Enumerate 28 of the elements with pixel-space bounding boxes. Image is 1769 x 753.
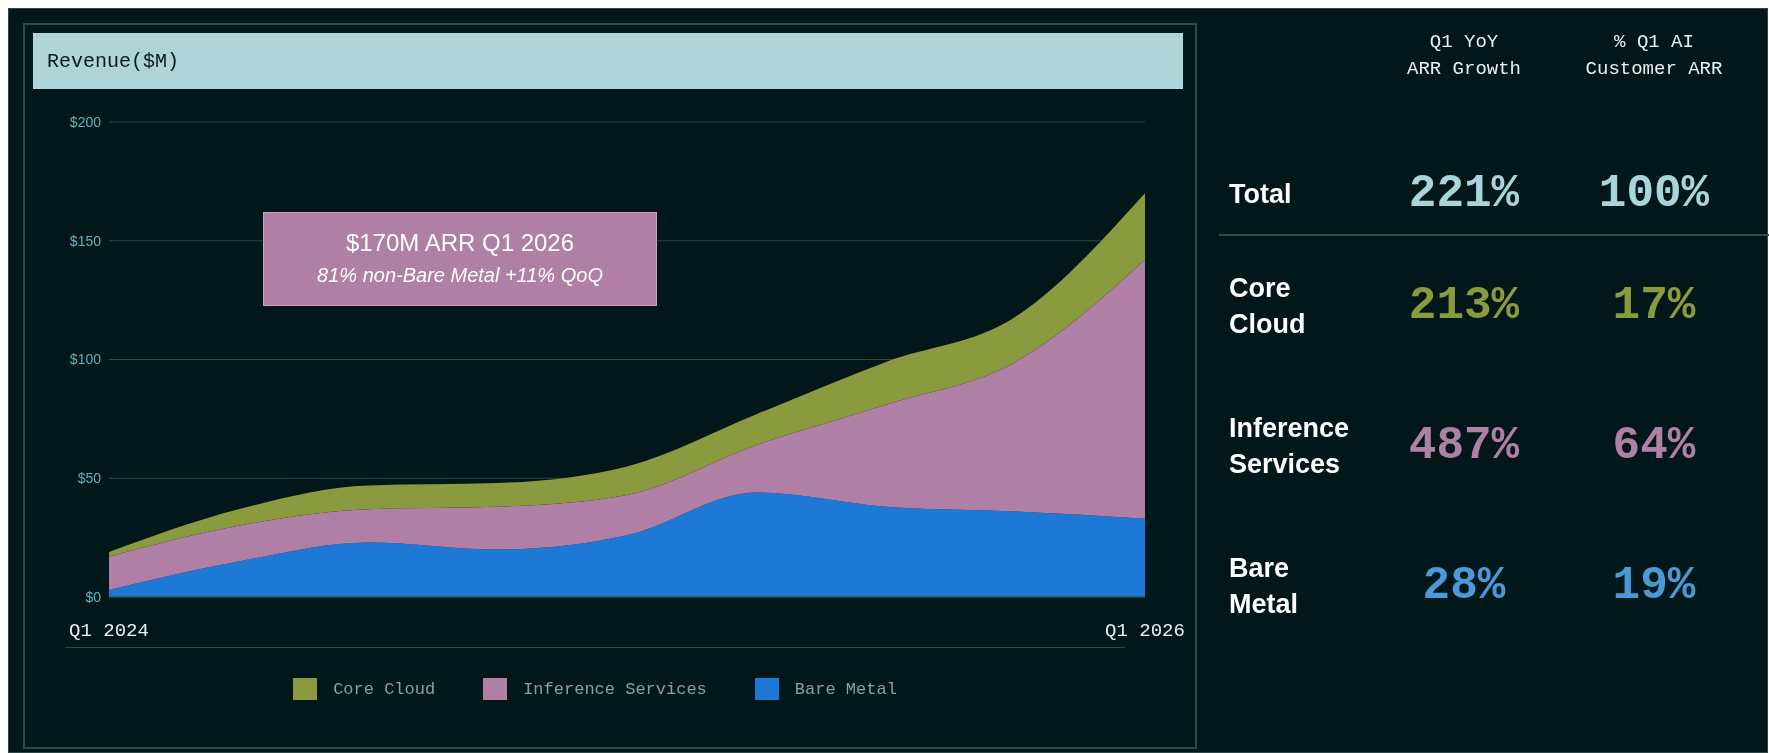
- text: Q1 YoY ARR Growth: [1406, 30, 1522, 82]
- y-tick-label: $150: [69, 232, 102, 249]
- x-tick-label: Q1 2026: [1105, 620, 1185, 643]
- category-label: Bare Metal: [1228, 552, 1300, 621]
- category-label: Core Cloud: [1228, 272, 1307, 341]
- category-label: Total: [1228, 178, 1293, 211]
- data-label: 28%: [1421, 560, 1507, 612]
- legend-label: Inference Services: [523, 679, 707, 699]
- annotation: 81% non-Bare Metal +11% QoQ: [316, 263, 604, 288]
- data-label: 487%: [1407, 420, 1521, 472]
- text: % Q1 AI Customer ARR: [1584, 30, 1724, 82]
- y-tick-label: $200: [69, 113, 102, 130]
- data-label: 17%: [1611, 280, 1697, 332]
- y-tick-label: $50: [77, 470, 102, 487]
- data-label: 213%: [1407, 280, 1521, 332]
- legend-label: Core Cloud: [333, 679, 436, 699]
- y-tick-label: $100: [69, 351, 102, 368]
- callout-box: $170M ARR Q1 2026 81% non-Bare Metal +11% QoQ: [263, 212, 657, 306]
- category-label: Inference Services: [1228, 412, 1351, 481]
- data-label: 221%: [1407, 168, 1521, 220]
- data-label: 64%: [1611, 420, 1697, 472]
- data-label: 100%: [1597, 168, 1711, 220]
- legend-label: Bare Metal: [794, 679, 897, 699]
- data-label: 19%: [1611, 560, 1697, 612]
- x-tick-label: Q1 2024: [69, 620, 149, 643]
- y-tick-label: $0: [85, 588, 102, 605]
- annotation: $170M ARR Q1 2026: [344, 228, 576, 258]
- chart-title: Revenue($M): [33, 33, 1183, 89]
